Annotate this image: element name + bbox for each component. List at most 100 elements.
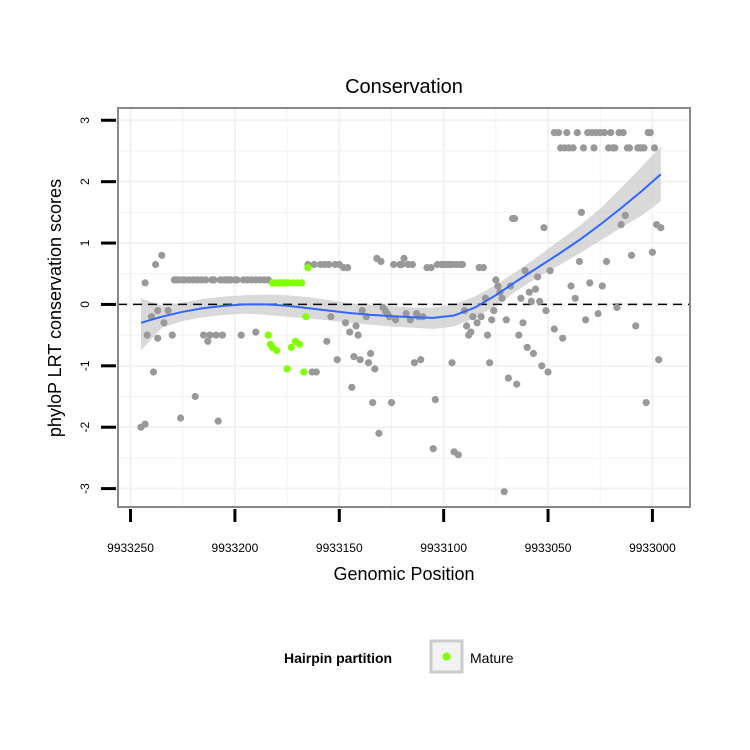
other-point xyxy=(542,307,550,315)
other-point xyxy=(200,331,208,339)
other-point xyxy=(590,144,598,152)
other-point xyxy=(515,331,523,339)
other-point xyxy=(390,260,398,269)
other-point xyxy=(164,307,172,315)
other-point xyxy=(427,264,435,272)
other-point xyxy=(252,328,260,336)
other-point xyxy=(375,429,383,437)
other-point xyxy=(202,276,210,284)
y-tick-label: 3 xyxy=(78,117,92,124)
other-point xyxy=(529,349,538,358)
other-point xyxy=(625,144,634,152)
other-point xyxy=(344,264,352,272)
other-point xyxy=(417,356,425,364)
other-point xyxy=(400,254,408,262)
y-tick-label: -3 xyxy=(78,483,92,494)
other-point xyxy=(479,264,487,272)
other-point xyxy=(483,331,492,339)
other-point xyxy=(364,359,373,367)
other-point xyxy=(410,359,418,367)
other-point xyxy=(356,356,364,364)
legend-label-mature: Mature xyxy=(470,650,514,666)
x-tick-label: 9933100 xyxy=(420,541,467,555)
other-point xyxy=(594,310,602,318)
other-point xyxy=(613,303,621,312)
other-point xyxy=(341,319,350,327)
other-point xyxy=(177,414,185,422)
smooth-fit-line xyxy=(140,173,662,324)
legend-title: Hairpin partition xyxy=(284,650,392,666)
other-point xyxy=(632,322,640,330)
y-axis: -3 -2 -1 0 1 2 3 xyxy=(78,117,116,494)
x-tick-label: 9933050 xyxy=(525,541,572,555)
y-tick-label: 0 xyxy=(78,301,92,308)
other-point xyxy=(218,331,226,339)
other-point xyxy=(582,316,590,324)
other-point xyxy=(327,313,335,321)
other-point xyxy=(469,313,477,321)
other-point xyxy=(600,129,609,137)
x-tick-label: 9933000 xyxy=(629,541,676,555)
other-point xyxy=(517,294,525,302)
other-point xyxy=(573,129,581,137)
other-point xyxy=(154,307,162,315)
other-point xyxy=(152,260,160,269)
other-point xyxy=(554,129,563,137)
chart-title: Conservation xyxy=(345,76,463,98)
other-point xyxy=(646,129,654,137)
other-point xyxy=(488,316,496,324)
other-point xyxy=(534,273,542,281)
legend-mature-marker xyxy=(442,652,451,661)
ribbon-area xyxy=(141,146,661,351)
y-axis-label: phyloP LRT conservation scores xyxy=(45,179,65,437)
other-point xyxy=(358,307,366,315)
other-point xyxy=(640,144,648,152)
other-point xyxy=(621,211,629,219)
other-point xyxy=(214,417,222,425)
y-tick-label: -2 xyxy=(78,422,92,433)
y-tick-label: 1 xyxy=(78,239,92,246)
other-point xyxy=(611,144,619,152)
other-point xyxy=(477,313,485,321)
x-tick-label: 9933250 xyxy=(107,541,154,555)
other-point xyxy=(377,257,385,266)
legend: Hairpin partition Mature xyxy=(284,639,514,674)
other-point xyxy=(498,294,506,302)
other-point xyxy=(627,251,636,259)
other-point xyxy=(500,488,508,496)
other-point xyxy=(527,297,535,305)
other-point xyxy=(650,144,659,152)
other-point xyxy=(348,383,356,391)
other-point xyxy=(212,331,220,339)
other-point xyxy=(237,331,245,339)
other-point xyxy=(546,267,554,275)
other-point xyxy=(598,282,606,290)
other-point xyxy=(486,359,494,367)
other-point xyxy=(519,319,527,327)
other-point xyxy=(312,368,320,376)
other-point xyxy=(431,396,439,404)
other-point xyxy=(602,257,611,266)
other-point xyxy=(204,337,212,345)
other-point xyxy=(490,307,498,315)
other-point xyxy=(454,451,462,459)
other-point xyxy=(563,129,571,137)
other-point xyxy=(536,297,544,305)
mature-point xyxy=(264,331,272,339)
other-point xyxy=(325,260,333,269)
other-point xyxy=(577,208,586,216)
mature-point xyxy=(300,368,308,376)
other-point xyxy=(607,129,615,137)
other-point xyxy=(538,362,546,370)
mature-point xyxy=(304,264,312,272)
other-point xyxy=(463,322,471,330)
plot-frame xyxy=(117,107,691,508)
other-point xyxy=(657,224,665,232)
other-point xyxy=(310,260,318,269)
other-point xyxy=(408,260,416,269)
other-point xyxy=(352,322,360,330)
other-point xyxy=(619,129,627,137)
data-points xyxy=(137,129,665,496)
other-point xyxy=(346,328,354,336)
other-point xyxy=(141,420,149,428)
